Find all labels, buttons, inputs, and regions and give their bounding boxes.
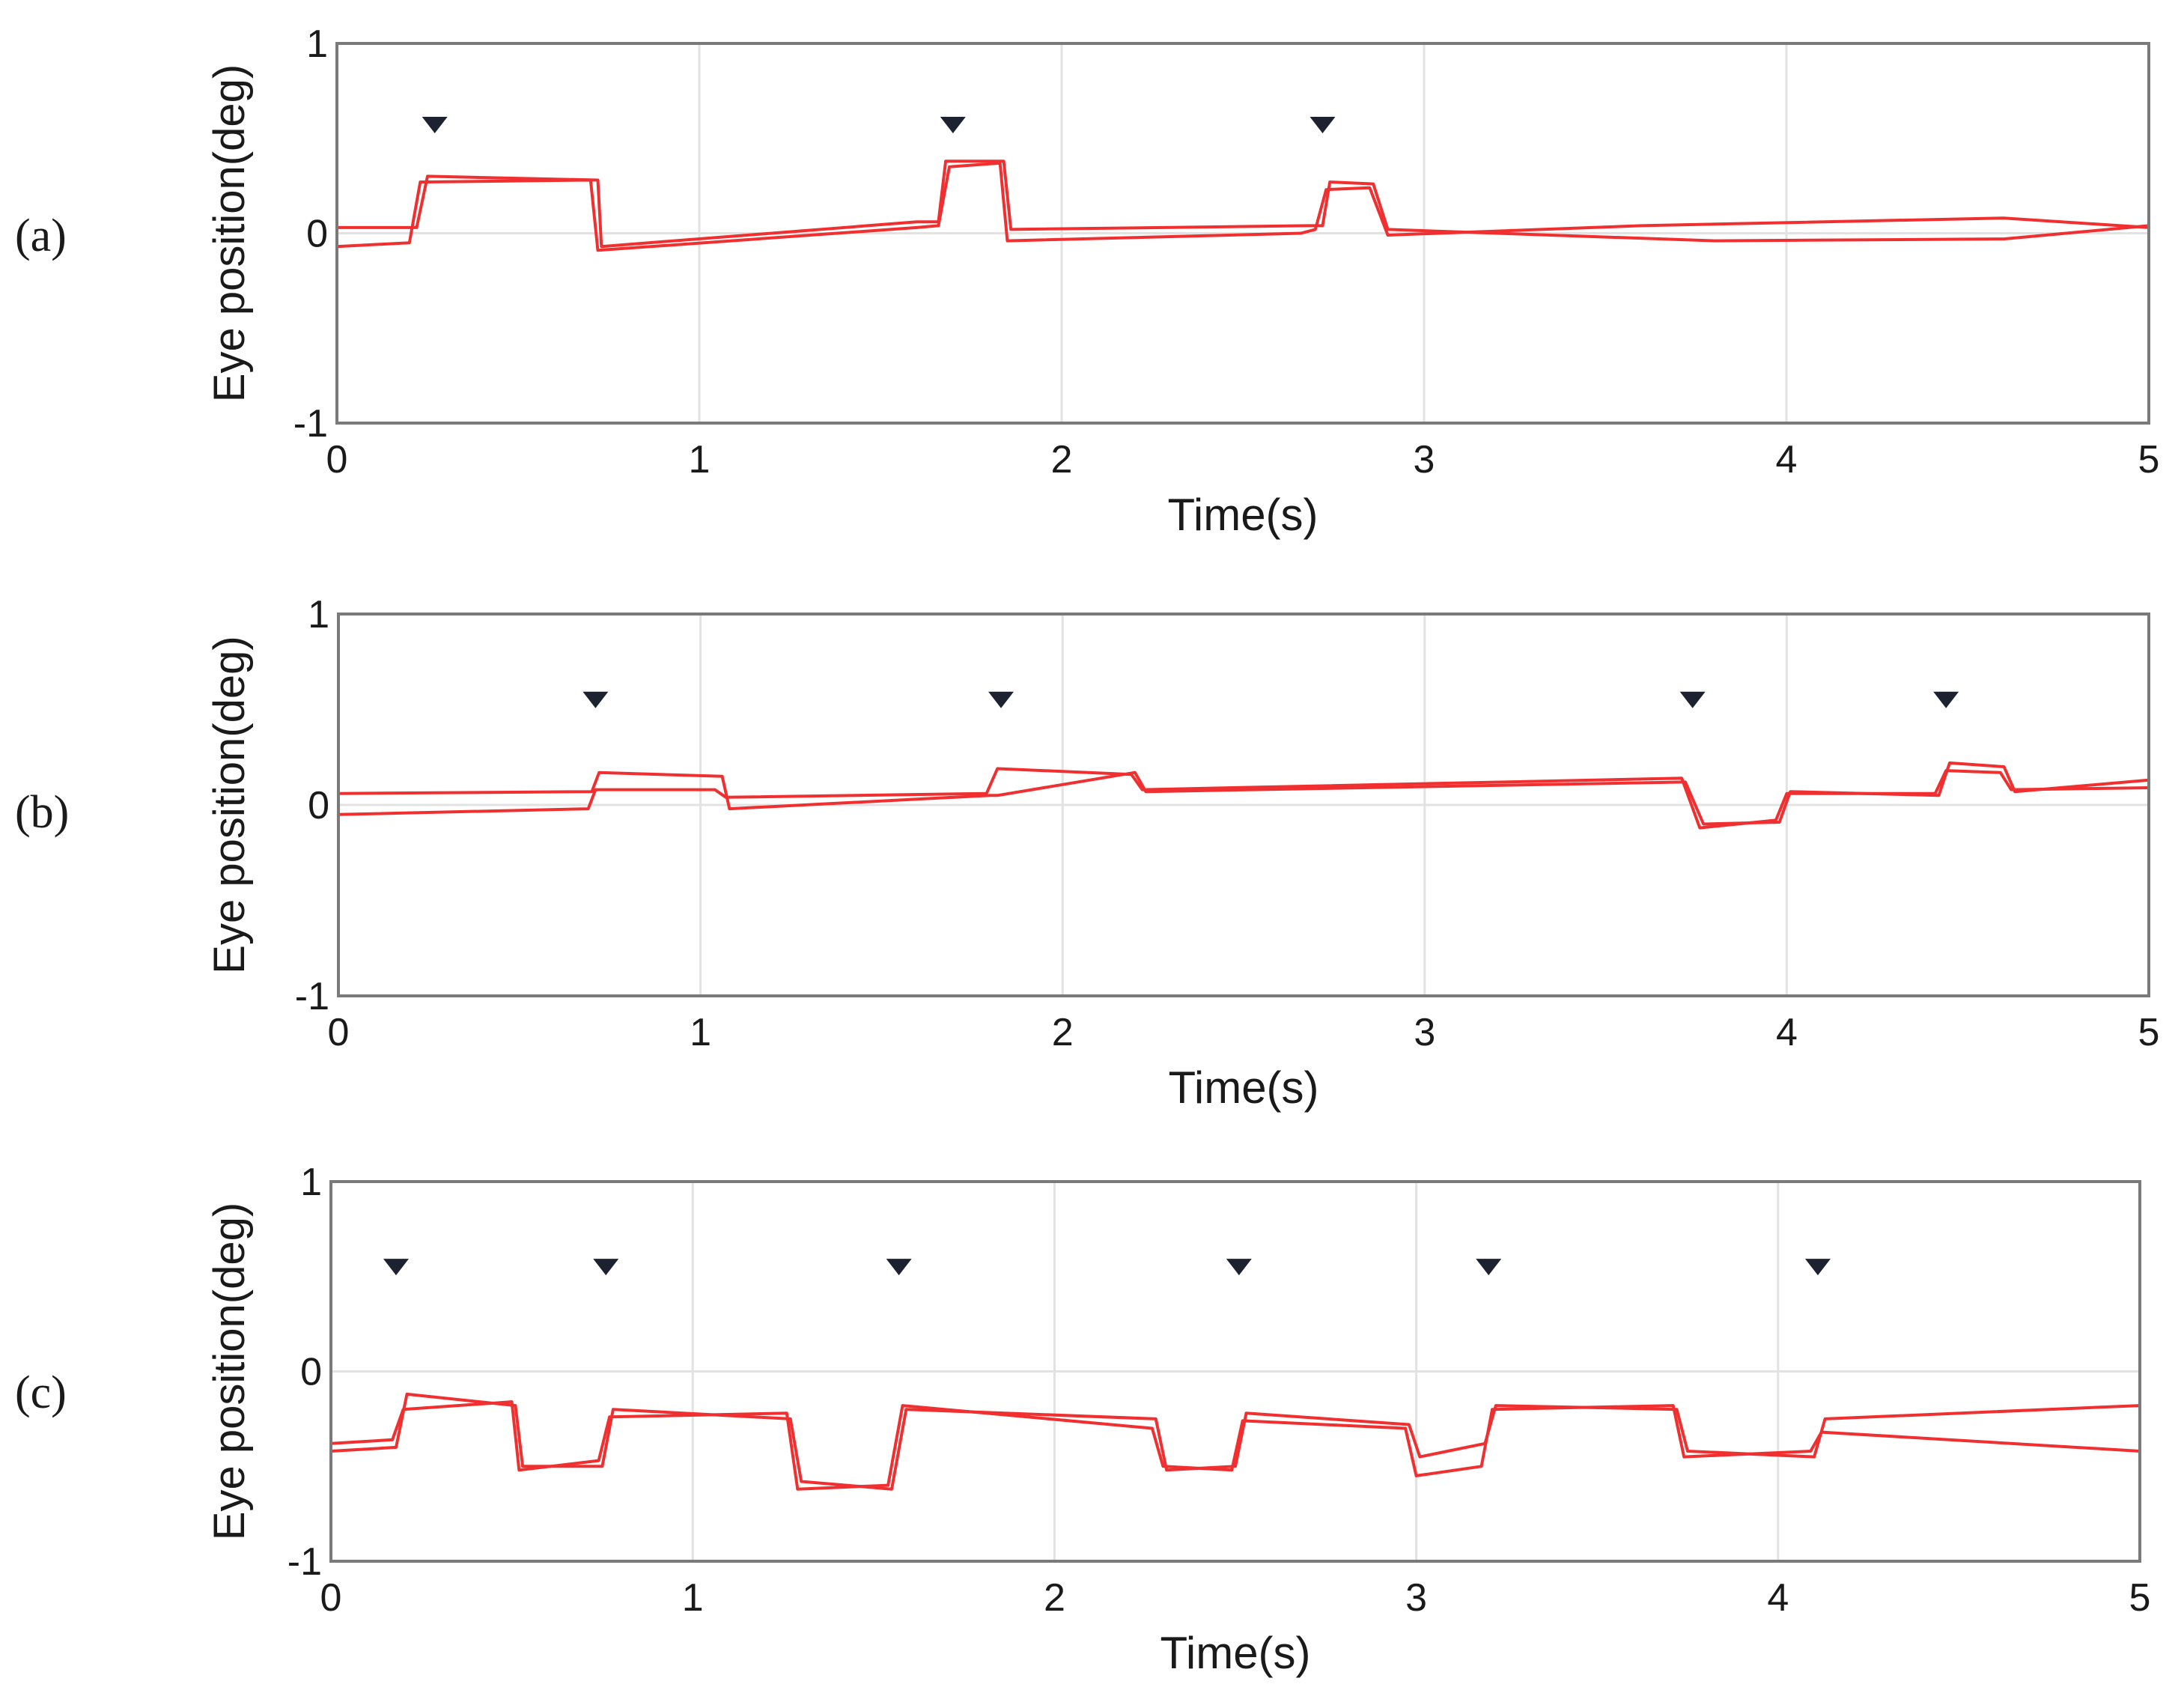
panel-label: (c) [15,1367,67,1418]
panel-label: (b) [15,787,69,838]
stimulus-marker-5 [1804,1259,1831,1276]
stimulus-marker-2 [1679,691,1706,708]
y-axis-label: Eye position(deg) [205,1203,254,1540]
x-tick-label: 0 [320,1576,342,1620]
stimulus-marker-1 [940,117,966,134]
x-tick-label: 3 [1405,1576,1427,1620]
stimulus-marker-2 [1310,117,1336,134]
series-line-1 [330,1400,2141,1491]
x-tick-label: 0 [328,1011,350,1054]
series-line-1 [338,767,2150,830]
x-axis-label: Time(s) [1160,1628,1310,1678]
x-tick-label: 4 [1776,1011,1798,1054]
stimulus-marker-0 [383,1259,409,1276]
y-tick-label: 0 [308,784,329,827]
stimulus-marker-4 [1476,1259,1502,1276]
y-tick-label: -1 [288,1540,322,1584]
x-tick-label: 2 [1052,1011,1074,1054]
y-axis-label: Eye position(deg) [205,636,254,973]
y-axis-label: Eye position(deg) [205,64,254,402]
panel-label: (a) [15,210,67,261]
series-line-0 [330,1392,2141,1491]
x-tick-label: 1 [689,438,711,481]
x-tick-label: 5 [2138,1011,2160,1054]
y-tick-label: -1 [295,975,329,1018]
y-tick-label: 1 [306,22,328,66]
x-tick-label: 1 [690,1011,711,1054]
x-tick-label: 3 [1414,1011,1435,1054]
stimulus-marker-1 [593,1259,619,1276]
x-tick-label: 5 [2129,1576,2151,1620]
y-tick-label: 0 [300,1351,322,1394]
x-axis-label: Time(s) [1168,1063,1318,1113]
stimulus-marker-0 [422,117,448,134]
stimulus-marker-3 [1226,1259,1252,1276]
plot-frame [335,42,2150,425]
stimulus-marker-1 [988,691,1014,708]
stimulus-marker-2 [886,1259,912,1276]
y-tick-label: -1 [293,402,328,446]
y-tick-label: 1 [300,1161,322,1204]
x-axis-label: Time(s) [1167,490,1318,540]
series-line-0 [338,761,2150,826]
x-tick-label: 1 [682,1576,704,1620]
plot-frame [337,613,2150,997]
x-tick-label: 0 [326,438,348,481]
x-tick-label: 4 [1767,1576,1789,1620]
stimulus-marker-0 [582,691,609,708]
series-line-1 [336,161,2150,252]
y-tick-label: 1 [308,593,329,636]
x-tick-label: 2 [1051,438,1073,481]
x-tick-label: 3 [1414,438,1435,481]
y-tick-label: 0 [306,213,328,256]
x-tick-label: 4 [1776,438,1798,481]
stimulus-marker-3 [1933,691,1959,708]
plot-frame [329,1180,2141,1563]
x-tick-label: 5 [2138,438,2160,481]
x-tick-label: 2 [1044,1576,1065,1620]
